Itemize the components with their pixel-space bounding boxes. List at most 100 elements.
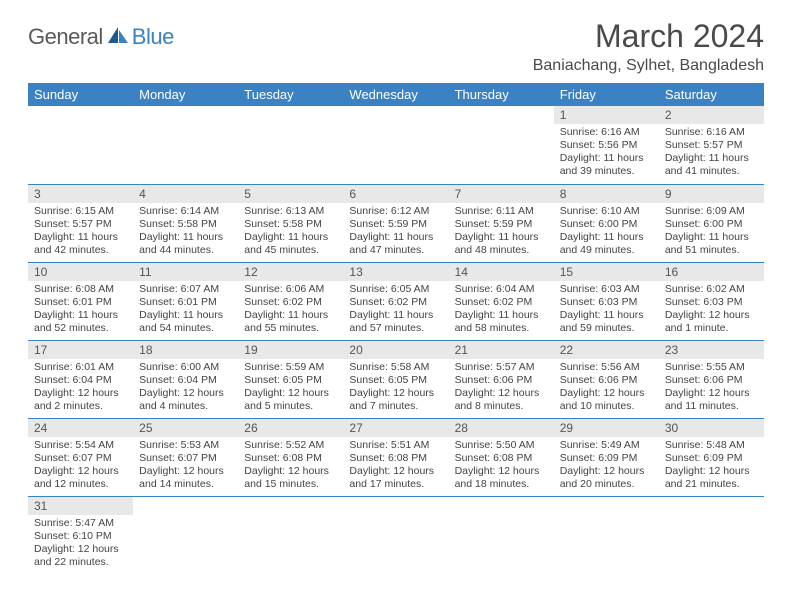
calendar-day-cell	[659, 496, 764, 574]
day-number: 11	[133, 263, 238, 281]
sunset-text: Sunset: 6:07 PM	[34, 452, 127, 465]
calendar-day-cell	[449, 106, 554, 184]
weekday-header: Tuesday	[238, 83, 343, 106]
day-number: 25	[133, 419, 238, 437]
calendar-day-cell: 24Sunrise: 5:54 AMSunset: 6:07 PMDayligh…	[28, 418, 133, 496]
sunset-text: Sunset: 6:06 PM	[560, 374, 653, 387]
sunset-text: Sunset: 6:10 PM	[34, 530, 127, 543]
day-number: 31	[28, 497, 133, 515]
calendar-day-cell: 25Sunrise: 5:53 AMSunset: 6:07 PMDayligh…	[133, 418, 238, 496]
weekday-header: Sunday	[28, 83, 133, 106]
day-number: 9	[659, 185, 764, 203]
weekday-header: Thursday	[449, 83, 554, 106]
daylight-text: Daylight: 12 hours and 11 minutes.	[665, 387, 758, 413]
calendar-week-row: 10Sunrise: 6:08 AMSunset: 6:01 PMDayligh…	[28, 262, 764, 340]
calendar-day-cell	[238, 496, 343, 574]
calendar-day-cell	[28, 106, 133, 184]
calendar-day-cell	[343, 106, 448, 184]
day-number: 15	[554, 263, 659, 281]
day-details: Sunrise: 6:01 AMSunset: 6:04 PMDaylight:…	[28, 359, 133, 418]
sunset-text: Sunset: 5:59 PM	[349, 218, 442, 231]
logo: General Blue	[28, 24, 174, 50]
sunset-text: Sunset: 5:56 PM	[560, 139, 653, 152]
day-number: 19	[238, 341, 343, 359]
day-details: Sunrise: 6:05 AMSunset: 6:02 PMDaylight:…	[343, 281, 448, 340]
sunset-text: Sunset: 6:03 PM	[560, 296, 653, 309]
calendar-day-cell: 8Sunrise: 6:10 AMSunset: 6:00 PMDaylight…	[554, 184, 659, 262]
sunrise-text: Sunrise: 6:11 AM	[455, 205, 548, 218]
sunrise-text: Sunrise: 6:02 AM	[665, 283, 758, 296]
weekday-header: Monday	[133, 83, 238, 106]
sunrise-text: Sunrise: 5:47 AM	[34, 517, 127, 530]
day-number: 3	[28, 185, 133, 203]
calendar-week-row: 3Sunrise: 6:15 AMSunset: 5:57 PMDaylight…	[28, 184, 764, 262]
sunset-text: Sunset: 6:02 PM	[455, 296, 548, 309]
sail-icon	[107, 26, 129, 49]
weekday-header-row: Sunday Monday Tuesday Wednesday Thursday…	[28, 83, 764, 106]
daylight-text: Daylight: 11 hours and 54 minutes.	[139, 309, 232, 335]
day-details: Sunrise: 5:54 AMSunset: 6:07 PMDaylight:…	[28, 437, 133, 496]
sunrise-text: Sunrise: 6:09 AM	[665, 205, 758, 218]
sunset-text: Sunset: 6:08 PM	[244, 452, 337, 465]
daylight-text: Daylight: 12 hours and 15 minutes.	[244, 465, 337, 491]
day-details: Sunrise: 5:53 AMSunset: 6:07 PMDaylight:…	[133, 437, 238, 496]
sunset-text: Sunset: 6:02 PM	[349, 296, 442, 309]
calendar-day-cell: 11Sunrise: 6:07 AMSunset: 6:01 PMDayligh…	[133, 262, 238, 340]
calendar-week-row: 17Sunrise: 6:01 AMSunset: 6:04 PMDayligh…	[28, 340, 764, 418]
day-details: Sunrise: 6:12 AMSunset: 5:59 PMDaylight:…	[343, 203, 448, 262]
daylight-text: Daylight: 12 hours and 10 minutes.	[560, 387, 653, 413]
sunrise-text: Sunrise: 6:07 AM	[139, 283, 232, 296]
day-number: 27	[343, 419, 448, 437]
daylight-text: Daylight: 12 hours and 14 minutes.	[139, 465, 232, 491]
calendar-day-cell: 13Sunrise: 6:05 AMSunset: 6:02 PMDayligh…	[343, 262, 448, 340]
calendar-day-cell: 29Sunrise: 5:49 AMSunset: 6:09 PMDayligh…	[554, 418, 659, 496]
day-details: Sunrise: 6:10 AMSunset: 6:00 PMDaylight:…	[554, 203, 659, 262]
daylight-text: Daylight: 12 hours and 7 minutes.	[349, 387, 442, 413]
day-number: 16	[659, 263, 764, 281]
daylight-text: Daylight: 11 hours and 59 minutes.	[560, 309, 653, 335]
day-number: 14	[449, 263, 554, 281]
sunset-text: Sunset: 5:57 PM	[34, 218, 127, 231]
logo-text-general: General	[28, 24, 103, 50]
sunset-text: Sunset: 6:09 PM	[665, 452, 758, 465]
day-details: Sunrise: 6:02 AMSunset: 6:03 PMDaylight:…	[659, 281, 764, 340]
calendar-day-cell: 15Sunrise: 6:03 AMSunset: 6:03 PMDayligh…	[554, 262, 659, 340]
daylight-text: Daylight: 12 hours and 4 minutes.	[139, 387, 232, 413]
daylight-text: Daylight: 11 hours and 52 minutes.	[34, 309, 127, 335]
day-details: Sunrise: 6:03 AMSunset: 6:03 PMDaylight:…	[554, 281, 659, 340]
weekday-header: Wednesday	[343, 83, 448, 106]
day-details: Sunrise: 6:06 AMSunset: 6:02 PMDaylight:…	[238, 281, 343, 340]
daylight-text: Daylight: 12 hours and 18 minutes.	[455, 465, 548, 491]
calendar-day-cell: 27Sunrise: 5:51 AMSunset: 6:08 PMDayligh…	[343, 418, 448, 496]
calendar-day-cell: 7Sunrise: 6:11 AMSunset: 5:59 PMDaylight…	[449, 184, 554, 262]
day-details: Sunrise: 6:07 AMSunset: 6:01 PMDaylight:…	[133, 281, 238, 340]
sunrise-text: Sunrise: 6:00 AM	[139, 361, 232, 374]
logo-text-blue: Blue	[132, 24, 174, 50]
day-details: Sunrise: 6:11 AMSunset: 5:59 PMDaylight:…	[449, 203, 554, 262]
sunrise-text: Sunrise: 5:59 AM	[244, 361, 337, 374]
sunset-text: Sunset: 6:01 PM	[34, 296, 127, 309]
day-number: 7	[449, 185, 554, 203]
sunset-text: Sunset: 6:06 PM	[455, 374, 548, 387]
daylight-text: Daylight: 11 hours and 41 minutes.	[665, 152, 758, 178]
calendar-day-cell: 28Sunrise: 5:50 AMSunset: 6:08 PMDayligh…	[449, 418, 554, 496]
calendar-week-row: 24Sunrise: 5:54 AMSunset: 6:07 PMDayligh…	[28, 418, 764, 496]
day-number: 10	[28, 263, 133, 281]
daylight-text: Daylight: 11 hours and 39 minutes.	[560, 152, 653, 178]
sunrise-text: Sunrise: 6:05 AM	[349, 283, 442, 296]
sunset-text: Sunset: 6:07 PM	[139, 452, 232, 465]
calendar-day-cell: 17Sunrise: 6:01 AMSunset: 6:04 PMDayligh…	[28, 340, 133, 418]
sunset-text: Sunset: 5:58 PM	[139, 218, 232, 231]
daylight-text: Daylight: 11 hours and 55 minutes.	[244, 309, 337, 335]
sunset-text: Sunset: 6:00 PM	[665, 218, 758, 231]
day-details: Sunrise: 5:47 AMSunset: 6:10 PMDaylight:…	[28, 515, 133, 574]
calendar-day-cell: 5Sunrise: 6:13 AMSunset: 5:58 PMDaylight…	[238, 184, 343, 262]
calendar-day-cell: 30Sunrise: 5:48 AMSunset: 6:09 PMDayligh…	[659, 418, 764, 496]
day-details: Sunrise: 5:51 AMSunset: 6:08 PMDaylight:…	[343, 437, 448, 496]
sunset-text: Sunset: 5:59 PM	[455, 218, 548, 231]
day-details: Sunrise: 5:52 AMSunset: 6:08 PMDaylight:…	[238, 437, 343, 496]
calendar-day-cell: 16Sunrise: 6:02 AMSunset: 6:03 PMDayligh…	[659, 262, 764, 340]
calendar-day-cell: 31Sunrise: 5:47 AMSunset: 6:10 PMDayligh…	[28, 496, 133, 574]
daylight-text: Daylight: 11 hours and 42 minutes.	[34, 231, 127, 257]
sunrise-text: Sunrise: 6:03 AM	[560, 283, 653, 296]
